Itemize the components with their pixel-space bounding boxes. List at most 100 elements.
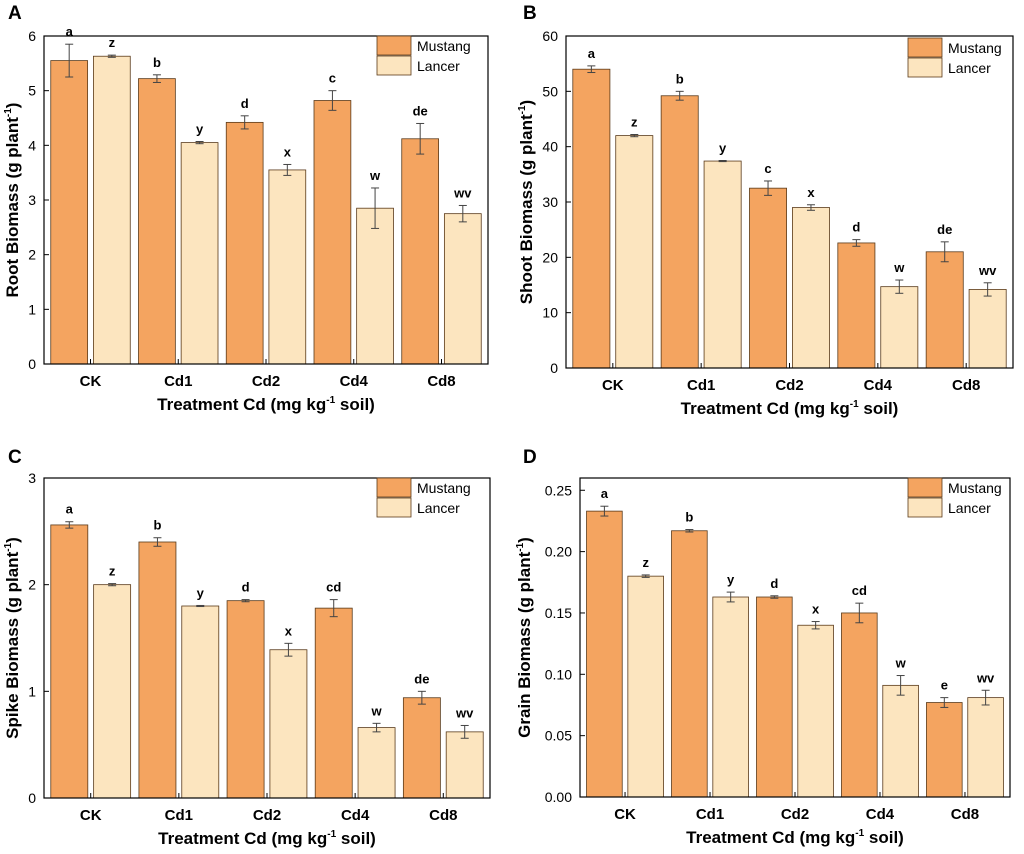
x-tick-label: Cd1 xyxy=(687,377,715,394)
legend-swatch-lancer xyxy=(907,57,943,78)
x-tick-label: Cd1 xyxy=(165,807,193,824)
significance-label: c xyxy=(329,71,336,86)
bar-mustang-ck xyxy=(586,510,623,798)
panel-letter: B xyxy=(523,3,537,24)
significance-label: b xyxy=(676,71,684,86)
x-axis-title-sup: -1 xyxy=(327,829,336,840)
y-tick-label: 2 xyxy=(28,247,36,263)
x-axis-title-text: soil) xyxy=(859,399,899,418)
bar-mustang-cd1 xyxy=(671,530,708,798)
bar-lancer-cd1 xyxy=(703,160,742,369)
legend-label-mustang: Mustang xyxy=(417,480,471,496)
significance-label: de xyxy=(413,103,428,118)
significance-label: wv xyxy=(455,705,474,720)
legend: Mustang Lancer xyxy=(376,477,471,518)
y-tick-label: 0.15 xyxy=(545,605,572,621)
significance-label: z xyxy=(109,35,116,50)
significance-label: x xyxy=(284,144,292,159)
bar-mustang-cd2 xyxy=(749,187,787,369)
significance-label: d xyxy=(852,220,860,235)
legend-label-lancer: Lancer xyxy=(948,60,991,76)
bar-lancer-cd4 xyxy=(882,684,919,798)
significance-label: c xyxy=(764,161,771,176)
significance-label: de xyxy=(414,671,429,686)
legend-swatch-mustang xyxy=(376,477,412,498)
y-tick-label: 0 xyxy=(28,790,36,806)
legend-label-lancer: Lancer xyxy=(417,58,460,74)
x-axis-title-sup: -1 xyxy=(326,395,335,406)
panel-b: Ba b c d de z y x w wv 0 10 20 30 40 50 60 CK Cd1 Cd2 Cd4 Cd8… xyxy=(517,3,1014,418)
y-tick-label: 6 xyxy=(28,28,36,44)
significance-label: d xyxy=(242,580,250,595)
x-axis-title-text: soil) xyxy=(864,828,904,847)
significance-label: b xyxy=(153,518,161,533)
y-axis-title: Spike Biomass (g plant-1) xyxy=(3,537,22,739)
significance-label: w xyxy=(369,168,381,183)
significance-label: w xyxy=(895,656,907,671)
bar-lancer-ck xyxy=(615,135,654,369)
y-tick-label: 40 xyxy=(542,139,558,155)
legend-swatch-lancer xyxy=(376,55,412,76)
x-tick-label: Cd2 xyxy=(781,806,809,823)
y-tick-label: 4 xyxy=(28,137,36,153)
y-axis-title: Root Biomass (g plant-1) xyxy=(3,103,22,298)
x-tick-label: CK xyxy=(80,807,102,824)
significance-label: d xyxy=(241,96,249,111)
bar-mustang-ck xyxy=(572,68,611,369)
significance-label: y xyxy=(196,122,204,137)
significance-label: z xyxy=(109,564,116,579)
bar-lancer-cd1 xyxy=(180,142,219,365)
significance-label: y xyxy=(719,141,727,156)
legend: Mustang Lancer xyxy=(907,477,1002,518)
bar-mustang-cd4 xyxy=(313,100,352,365)
panel-letter: A xyxy=(8,3,22,24)
significance-label: x xyxy=(812,602,820,617)
bar-lancer-cd4 xyxy=(357,727,396,799)
y-tick-label: 60 xyxy=(542,28,558,44)
x-axis-title-sup: -1 xyxy=(850,399,859,410)
x-axis-title: Treatment Cd (mg kg-1 soil) xyxy=(686,828,904,847)
y-tick-label: 10 xyxy=(542,305,558,321)
y-axis-title-text: ) xyxy=(517,100,536,106)
bar-mustang-cd2 xyxy=(225,121,264,365)
significance-label: e xyxy=(941,678,948,693)
y-axis-title-sup: -1 xyxy=(3,542,14,551)
y-tick-label: 3 xyxy=(28,470,36,486)
significance-label: wv xyxy=(976,670,995,685)
legend: Mustang Lancer xyxy=(376,35,471,76)
y-axis-title-text: Shoot Biomass (g plant xyxy=(517,114,536,304)
bar-lancer-cd8 xyxy=(445,731,484,799)
significance-label: b xyxy=(685,510,693,525)
y-tick-label: 0.05 xyxy=(545,728,572,744)
y-tick-label: 0 xyxy=(550,360,558,376)
y-tick-label: 0.25 xyxy=(545,482,572,498)
legend-swatch-mustang xyxy=(376,35,412,56)
significance-label: z xyxy=(642,555,649,570)
legend-swatch-lancer xyxy=(376,497,412,518)
bar-mustang-cd4 xyxy=(841,612,878,798)
x-tick-label: Cd4 xyxy=(864,377,893,394)
x-tick-label: CK xyxy=(80,373,102,390)
x-tick-label: Cd8 xyxy=(427,373,455,390)
y-axis-title-text: Spike Biomass (g plant xyxy=(3,551,22,738)
legend-swatch-lancer xyxy=(907,497,943,518)
y-axis-title-sup: -1 xyxy=(515,542,526,551)
x-axis-title-text: Treatment Cd (mg kg xyxy=(681,399,850,418)
x-axis-title-text: soil) xyxy=(335,395,375,414)
significance-label: d xyxy=(770,576,778,591)
x-tick-label: Cd8 xyxy=(429,807,457,824)
bar-mustang-cd8 xyxy=(926,702,963,798)
bar-lancer-ck xyxy=(627,575,664,798)
bar-mustang-cd8 xyxy=(925,251,964,369)
bar-mustang-cd8 xyxy=(401,138,439,365)
y-tick-label: 2 xyxy=(28,577,36,593)
y-tick-label: 3 xyxy=(28,192,36,208)
y-tick-label: 0 xyxy=(28,356,36,372)
legend-label-mustang: Mustang xyxy=(948,40,1002,56)
significance-label: x xyxy=(807,185,815,200)
panel-a: Aa b d c de z y x w wv 0 1 2 3 4 5 6 CK Cd1 Cd2 Cd4 Cd8 Treatm… xyxy=(3,3,489,414)
significance-label: a xyxy=(66,24,74,39)
panel-letter: D xyxy=(523,447,537,468)
bar-lancer-cd8 xyxy=(968,289,1007,369)
